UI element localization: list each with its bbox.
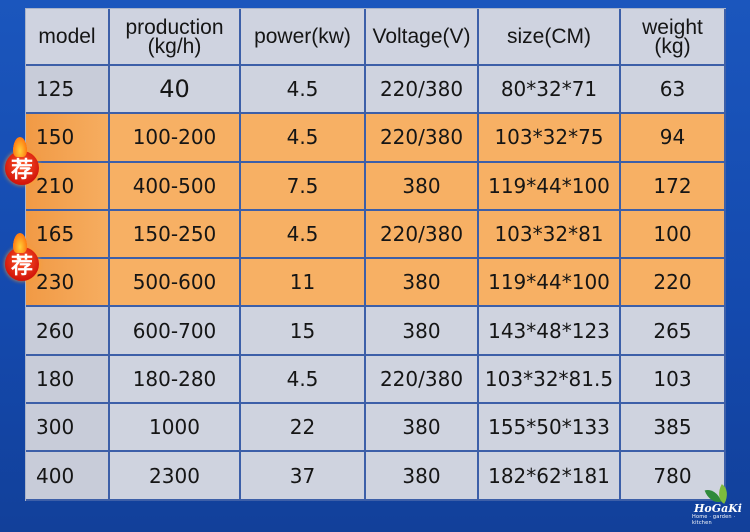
cell-size: 182*62*181	[479, 452, 621, 501]
brand-name: HoGaKi	[694, 502, 742, 515]
cell-weight: 94	[621, 114, 726, 163]
cell-size: 103*32*81.5	[479, 355, 621, 405]
cell-voltage: 220/380	[366, 355, 479, 405]
cell-size: 119*44*100	[479, 259, 621, 308]
cell-production: 2300	[110, 452, 241, 501]
cell-production: 150-250	[110, 210, 241, 260]
cell-weight: 63	[621, 66, 726, 115]
header-weight: weight (kg)	[621, 9, 726, 66]
cell-size: 119*44*100	[479, 162, 621, 211]
cell-weight: 100	[621, 210, 726, 260]
cell-production: 600-700	[110, 307, 241, 356]
cell-power: 11	[241, 259, 366, 308]
cell-model: 180	[26, 355, 110, 405]
header-production: production (kg/h)	[110, 9, 241, 66]
header-voltage: Voltage(V)	[366, 9, 479, 66]
cell-production: 40	[110, 66, 241, 115]
header-power: power(kw)	[241, 9, 366, 66]
cell-production: 100-200	[110, 114, 241, 163]
cell-voltage: 380	[366, 404, 479, 453]
cell-size: 155*50*133	[479, 404, 621, 453]
cell-power: 15	[241, 307, 366, 356]
recommend-badge-icon: 荐	[5, 136, 39, 185]
cell-weight: 103	[621, 355, 726, 405]
cell-model: 150	[26, 114, 110, 163]
cell-size: 143*48*123	[479, 307, 621, 356]
cell-production: 400-500	[110, 162, 241, 211]
cell-power: 4.5	[241, 114, 366, 163]
recommend-badge-icon: 荐	[5, 233, 39, 282]
cell-model: 210	[26, 162, 110, 211]
cell-weight: 385	[621, 404, 726, 453]
cell-model: 125	[26, 66, 110, 115]
cell-voltage: 220/380	[366, 66, 479, 115]
cell-model: 230	[26, 259, 110, 308]
leaf-icon	[705, 486, 731, 503]
cell-production: 500-600	[110, 259, 241, 308]
cell-size: 103*32*75	[479, 114, 621, 163]
cell-power: 7.5	[241, 162, 366, 211]
spec-table: model production (kg/h) power(kw) Voltage…	[25, 8, 726, 501]
cell-voltage: 380	[366, 259, 479, 308]
cell-model: 165	[26, 210, 110, 260]
cell-production: 180-280	[110, 355, 241, 405]
header-model: model	[26, 9, 110, 66]
cell-power: 4.5	[241, 210, 366, 260]
cell-model: 400	[26, 452, 110, 501]
cell-size: 80*32*71	[479, 66, 621, 115]
cell-model: 300	[26, 404, 110, 453]
cell-voltage: 380	[366, 307, 479, 356]
cell-power: 22	[241, 404, 366, 453]
header-size: size(CM)	[479, 9, 621, 66]
cell-weight: 220	[621, 259, 726, 308]
cell-voltage: 380	[366, 452, 479, 501]
cell-power: 4.5	[241, 66, 366, 115]
cell-voltage: 220/380	[366, 114, 479, 163]
cell-power: 37	[241, 452, 366, 501]
cell-voltage: 380	[366, 162, 479, 211]
cell-model: 260	[26, 307, 110, 356]
brand-tagline: Home · garden · kitchen	[692, 514, 736, 526]
cell-power: 4.5	[241, 355, 366, 405]
cell-voltage: 220/380	[366, 210, 479, 260]
cell-weight: 172	[621, 162, 726, 211]
cell-size: 103*32*81	[479, 210, 621, 260]
cell-weight: 265	[621, 307, 726, 356]
brand-logo: HoGaKi Home · garden · kitchen	[692, 486, 744, 526]
cell-production: 1000	[110, 404, 241, 453]
